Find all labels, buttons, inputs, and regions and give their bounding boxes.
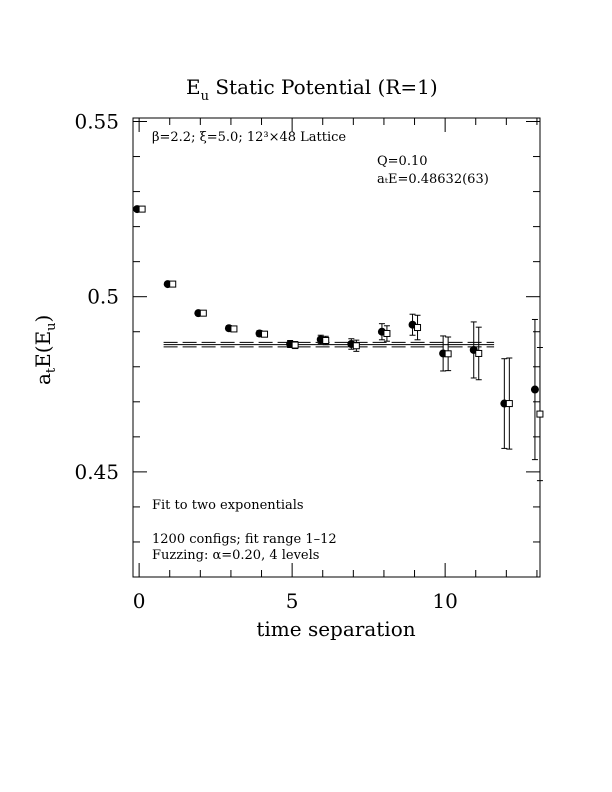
data-point-square (383, 329, 391, 337)
data-point-square (322, 336, 330, 344)
data-point-square (169, 280, 177, 288)
data-point-square (199, 309, 207, 317)
x-tick-label: 0 (133, 589, 146, 613)
data-point-square (475, 349, 483, 357)
data-point-square (414, 324, 422, 332)
x-tick-label: 5 (286, 589, 299, 613)
data-point-square (444, 350, 452, 358)
y-tick-label: 0.45 (74, 460, 119, 484)
data-point-square (138, 205, 146, 213)
y-tick-label: 0.55 (74, 110, 119, 134)
data-point-square (505, 400, 513, 408)
axis-tick-labels: 0 5 10 0.45 0.5 0.55 (74, 110, 457, 613)
data-point-square (536, 410, 544, 418)
x-axis-label: time separation (256, 617, 415, 641)
annotation-configs: 1200 configs; fit range 1–12 (152, 532, 337, 547)
annotation-energy: aₜE=0.48632(63) (377, 172, 489, 187)
x-tick-label: 10 (432, 589, 457, 613)
y-tick-label: 0.5 (87, 285, 119, 309)
data-point-square (291, 341, 299, 349)
chart-title: Eu Static Potential (R=1) (186, 75, 438, 104)
y-axis-label: atE(Eu) (31, 315, 59, 385)
annotation-fuzzing: Fuzzing: α=0.20, 4 levels (152, 548, 319, 563)
data-point-square (352, 342, 360, 350)
data-point-square (230, 325, 238, 333)
annotation-q: Q=0.10 (377, 154, 428, 169)
data-point-circle (530, 385, 539, 394)
annotation-lattice: β=2.2; ξ=5.0; 12³×48 Lattice (152, 130, 346, 145)
annotation-fit: Fit to two exponentials (152, 498, 304, 513)
axis-ticks (133, 118, 540, 577)
data-points (133, 205, 544, 482)
data-point-square (261, 330, 269, 338)
